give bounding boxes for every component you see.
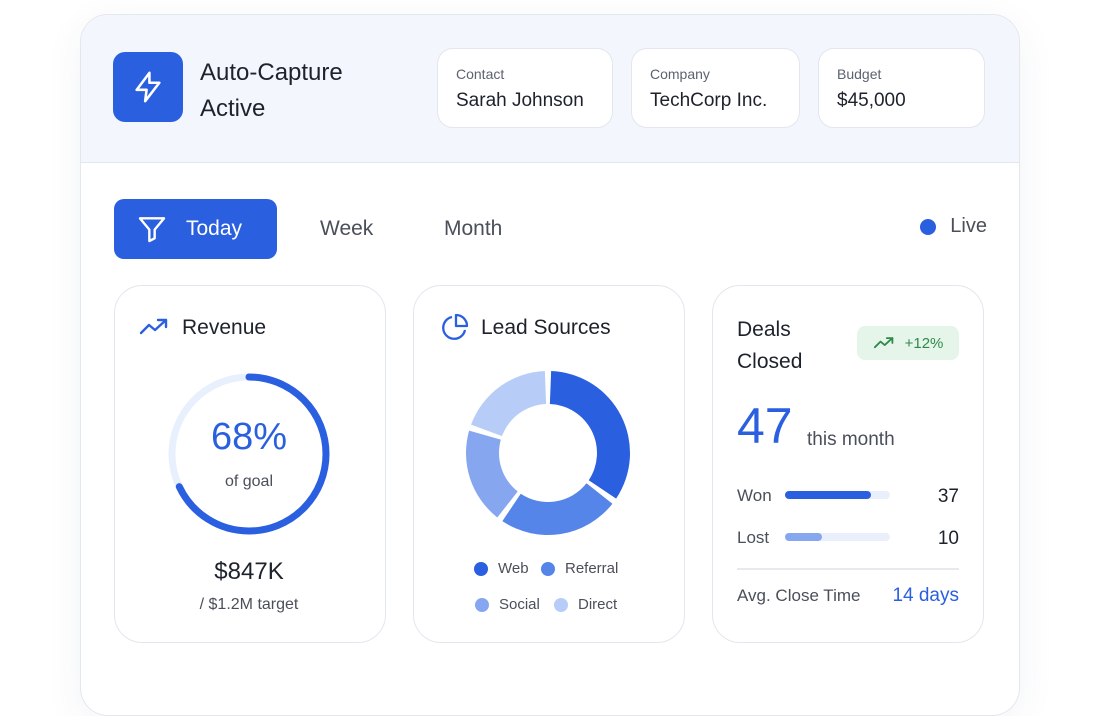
live-dot — [920, 218, 937, 235]
legend-web-swatch — [474, 561, 488, 576]
legend-referral-swatch — [541, 561, 555, 576]
revenue-card: Revenue 68% of goal $847K / $1.2M target — [114, 285, 386, 643]
revenue-goal-label: of goal — [224, 473, 274, 490]
legend-direct: Direct — [554, 596, 617, 613]
tab-today-label: Today — [186, 217, 243, 240]
legend-direct-label: Direct — [578, 596, 618, 613]
deals-closed-card: Deals Closed +12% 47 this month Won 37 L… — [712, 285, 984, 643]
won-bar — [785, 491, 890, 499]
lost-bar-fill — [785, 533, 822, 541]
tab-week[interactable]: Week — [320, 199, 373, 259]
revenue-percent: 68% — [210, 416, 288, 458]
lead-sources-donut — [466, 371, 630, 535]
revenue-title: Revenue — [182, 316, 267, 339]
legend-referral-label: Referral — [565, 560, 619, 577]
trending-up-icon — [873, 337, 893, 349]
capture-header: Auto-Capture Active Contact Sarah Johnso… — [81, 15, 1019, 163]
legend-social: Social — [475, 596, 540, 613]
legend-web: Web — [474, 560, 529, 577]
lost-label: Lost — [737, 528, 770, 547]
lead-sources-title: Lead Sources — [481, 316, 611, 339]
budget-label: Budget — [837, 66, 882, 82]
live-indicator: Live — [920, 215, 987, 238]
deals-closed-title: Deals Closed — [737, 318, 803, 373]
company-label: Company — [650, 66, 710, 82]
donut-slice-web[interactable] — [549, 371, 630, 499]
donut-slice-social[interactable] — [466, 430, 518, 518]
company-value: TechCorp Inc. — [650, 90, 768, 111]
live-label: Live — [950, 215, 987, 237]
won-bar-fill — [785, 491, 872, 499]
trending-up-icon — [139, 318, 168, 335]
auto-capture-title: Auto-Capture Active — [200, 59, 343, 122]
deals-divider — [737, 568, 959, 570]
deals-count: 47 — [737, 398, 793, 454]
legend-social-swatch — [475, 597, 489, 612]
deals-count-period: this month — [807, 429, 895, 450]
legend-web-label: Web — [498, 560, 529, 577]
won-label: Won — [737, 486, 772, 505]
legend-social-label: Social — [499, 596, 540, 613]
lead-sources-card: Lead Sources Web Referral Social Direct — [413, 285, 685, 643]
won-value: 37 — [937, 486, 959, 507]
filter-icon — [138, 217, 166, 243]
revenue-progress-ring — [168, 373, 330, 535]
legend-referral: Referral — [541, 560, 618, 577]
contact-card[interactable]: Contact Sarah Johnson — [437, 48, 613, 128]
close-time-label: Avg. Close Time — [737, 586, 861, 605]
donut-slice-direct[interactable] — [471, 371, 547, 437]
lost-bar — [785, 533, 890, 541]
tab-today[interactable]: Today — [114, 199, 277, 259]
revenue-target: / $1.2M target — [199, 596, 299, 613]
bolt-icon — [113, 52, 183, 122]
tab-week-label: Week — [320, 217, 374, 240]
contact-label: Contact — [456, 66, 505, 82]
revenue-amount: $847K — [214, 558, 284, 585]
lost-value: 10 — [937, 528, 959, 549]
growth-badge: +12% — [857, 326, 959, 360]
close-time-value[interactable]: 14 days — [892, 585, 959, 606]
pie-chart-icon — [442, 313, 469, 340]
budget-value: $45,000 — [837, 90, 906, 111]
legend-direct-swatch — [554, 597, 568, 612]
donut-slice-referral[interactable] — [502, 483, 613, 535]
company-card[interactable]: Company TechCorp Inc. — [631, 48, 800, 128]
tab-month-label: Month — [444, 217, 503, 240]
growth-badge-value: +12% — [904, 334, 944, 352]
contact-value: Sarah Johnson — [456, 90, 584, 111]
tab-month[interactable]: Month — [444, 199, 502, 259]
budget-card[interactable]: Budget $45,000 — [818, 48, 985, 128]
dashboard-panel: Auto-Capture Active Contact Sarah Johnso… — [80, 14, 1020, 716]
